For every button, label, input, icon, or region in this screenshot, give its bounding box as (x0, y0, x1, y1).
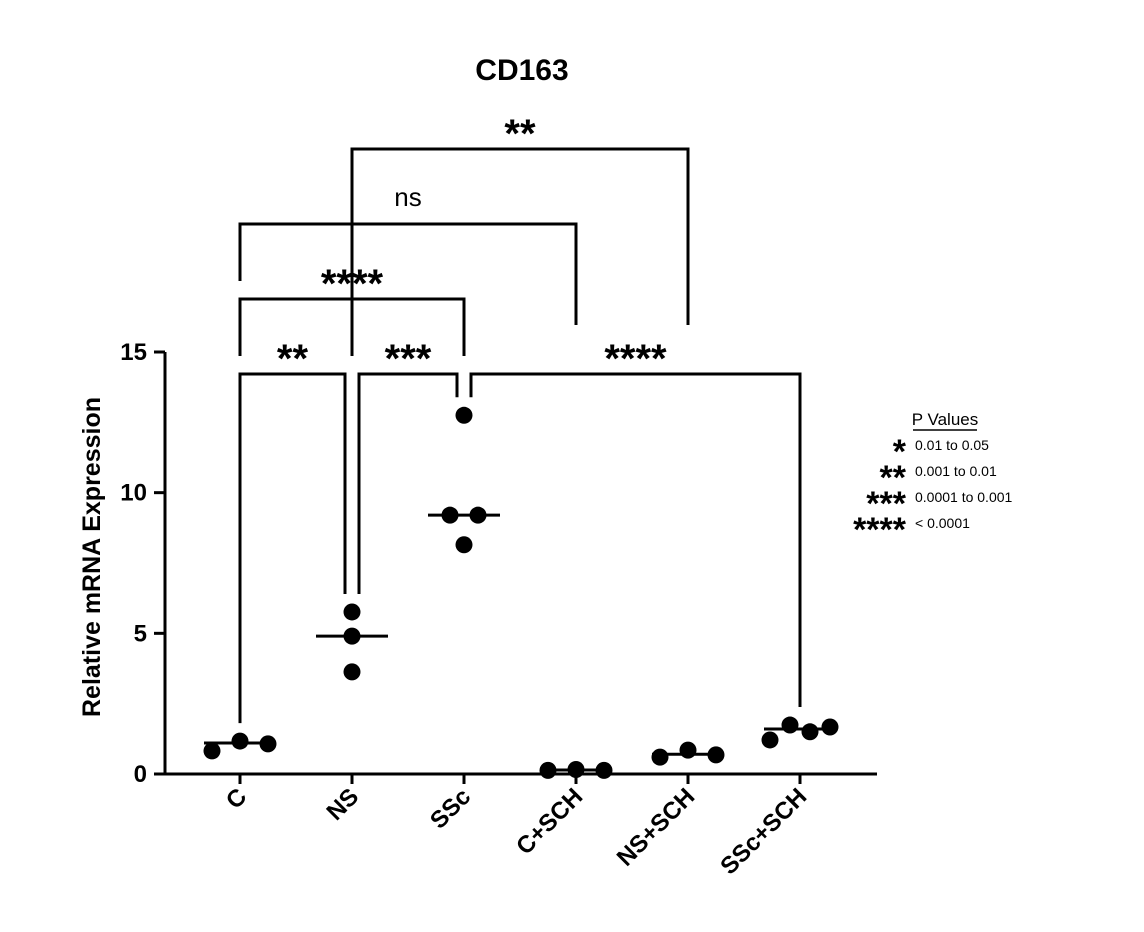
significance-label: **** (604, 337, 667, 381)
legend-symbol: *** (866, 485, 906, 523)
legend-label: 0.0001 to 0.001 (915, 489, 1013, 505)
legend-label: 0.001 to 0.01 (915, 463, 997, 479)
y-axis-label: Relative mRNA Expression (78, 397, 106, 717)
legend-label: 0.01 to 0.05 (915, 437, 989, 453)
significance-label: ** (277, 337, 309, 381)
legend-label: < 0.0001 (915, 515, 970, 531)
y-tick-label: 10 (120, 480, 147, 507)
significance-label: ns (394, 182, 421, 212)
data-point (455, 536, 473, 554)
legend-title: P Values (912, 410, 978, 429)
y-tick-label: 0 (134, 761, 147, 788)
legend-symbol: **** (853, 511, 907, 549)
significance-bracket (357, 372, 459, 594)
data-point (801, 723, 819, 741)
y-tick-label: 15 (120, 339, 147, 366)
data-point (455, 406, 473, 424)
data-point (679, 741, 697, 759)
chart-title: CD163 (475, 54, 568, 87)
significance-bracket (238, 222, 578, 325)
data-point (651, 748, 669, 766)
legend-symbol: * (893, 433, 907, 471)
significance-bracket (469, 372, 802, 708)
x-tick-label: C (221, 783, 252, 814)
data-point (821, 718, 839, 736)
data-point (203, 742, 221, 760)
data-point (231, 732, 249, 750)
x-tick-label: SSc+SCH (715, 783, 812, 880)
x-tick-label: C+SCH (511, 783, 588, 860)
data-point (343, 603, 361, 621)
y-tick-label: 5 (134, 620, 147, 647)
data-point (761, 731, 779, 749)
significance-label: *** (385, 337, 432, 381)
data-point (781, 716, 799, 734)
significance-label: ** (504, 112, 536, 156)
x-tick-label: SSc (425, 783, 476, 834)
legend-symbol: ** (880, 459, 907, 497)
significance-bracket (350, 147, 690, 356)
x-tick-label: NS+SCH (612, 783, 700, 871)
data-point (343, 663, 361, 681)
significance-bracket (238, 372, 347, 724)
x-tick-label: NS (322, 783, 365, 826)
